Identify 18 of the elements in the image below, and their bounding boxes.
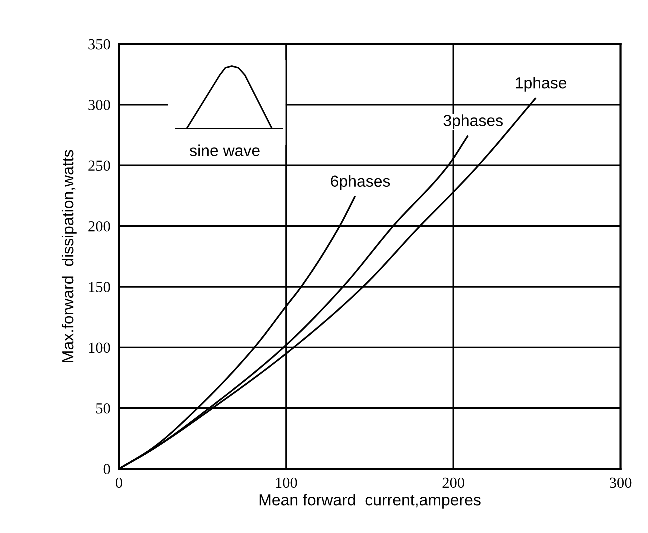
- series-label: 1phase: [516, 77, 567, 92]
- y-axis-title: Max.forward dissipation,watts: [62, 150, 77, 362]
- x-tick-label: 0: [116, 478, 122, 488]
- x-axis-title: Mean forward current,amperes: [260, 494, 481, 509]
- x-tick-label: 200: [442, 478, 464, 488]
- y-tick-label: 300: [88, 100, 110, 110]
- annotation: sine wave: [190, 144, 260, 156]
- y-tick-label: 200: [88, 221, 110, 232]
- y-tick-label: 100: [89, 342, 110, 354]
- y-tick-label: 50: [96, 403, 110, 414]
- x-tick-label: 100: [276, 478, 298, 488]
- y-tick-label: 150: [89, 282, 110, 292]
- y-tick-label: 250: [88, 160, 110, 172]
- x-tick-label: 300: [610, 478, 632, 488]
- series-label: 6phases: [331, 175, 390, 190]
- series-label: 3phases: [444, 114, 503, 130]
- y-tick-label: 0: [104, 464, 110, 474]
- y-tick-label: 350: [88, 39, 110, 50]
